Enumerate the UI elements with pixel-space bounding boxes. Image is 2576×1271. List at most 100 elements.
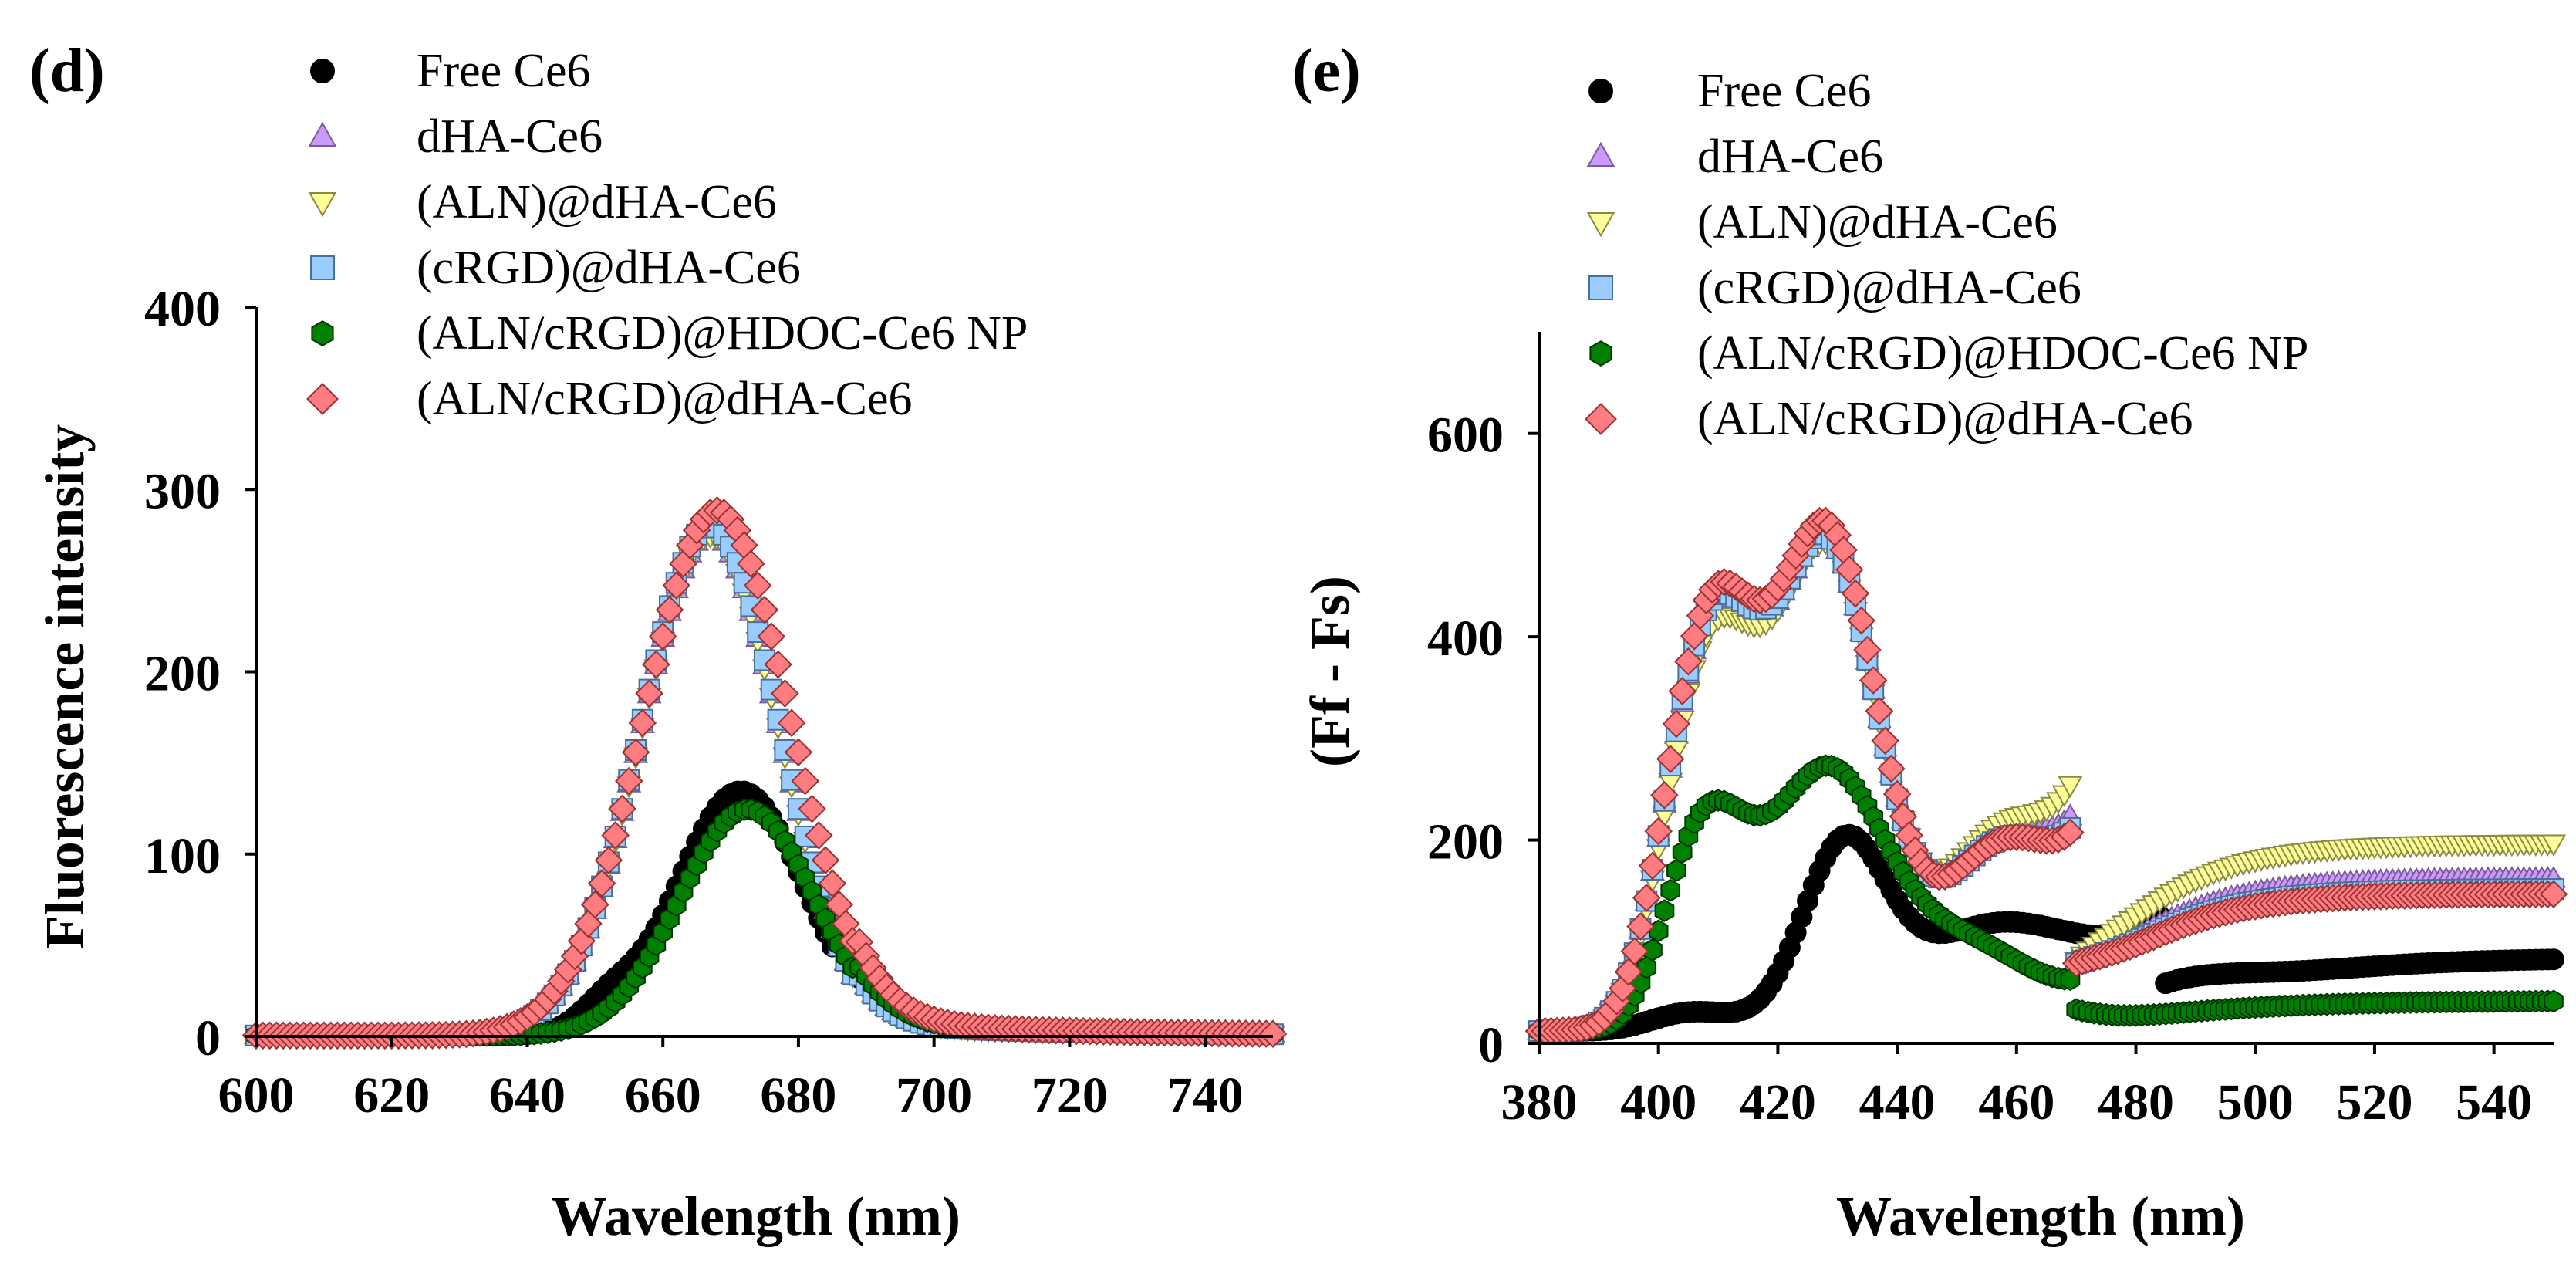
data-point [655,595,684,624]
data-point [818,869,847,898]
data-point [1859,666,1888,695]
ticks: 380 400 420 440 460 480 500 520 540 0 200 400 600 [1427,407,2532,1131]
data-point [1841,579,1870,608]
x-tick-label: 400 [1620,1074,1697,1131]
data-point [1648,919,1669,943]
data-point [662,571,691,600]
data-point [2544,989,2564,1013]
data-point [2543,948,2564,971]
legend-marker [311,320,334,346]
x-tick-label: 660 [625,1067,701,1124]
chart-panel-d: (d) 600 620 640 660 680 700 720 740 0 100 200 300 40… [29,37,1288,1247]
y-tick-label: 400 [1427,610,1504,667]
x-tick-label: 740 [1167,1067,1244,1124]
data-point [642,650,670,679]
data-point [1668,677,1697,705]
legend: Free Ce6 dHA-Ce6 (ALN)@dHA-Ce6 (cRGD)@dHA-C… [306,45,1028,425]
data-point [1638,851,1667,881]
x-tick-label: 620 [353,1067,430,1124]
data-point [594,846,623,875]
data-point [567,926,596,955]
data-point [580,890,609,919]
data-point [1835,555,1864,584]
data-point [1642,938,1663,962]
legend-marker [310,59,335,83]
data-point [1680,622,1709,651]
y-tick-label: 0 [1478,1017,1504,1073]
y-tick-label: 400 [144,281,221,337]
data-point [1882,779,1912,809]
data-point [1847,606,1876,635]
data-point [2058,776,2083,799]
legend-label: (ALN/cRGD)@dHA-Ce6 [417,373,913,425]
legend-marker [306,383,339,415]
x-tick-label: 460 [1978,1074,2054,1131]
y-tick-label: 200 [144,646,221,702]
legend-label: dHA-Ce6 [417,110,603,163]
data-point [1656,745,1685,773]
data-point [737,549,765,578]
data-point [757,622,786,651]
data-point [1626,912,1655,941]
chart-panel-e: (e) 380 400 420 440 460 480 500 520 540 0 200 400 60… [1292,37,2568,1247]
panel-label: (d) [29,37,105,105]
data-point [784,738,813,767]
legend-label: (cRGD)@dHA-Ce6 [1697,262,2081,314]
legend-marker [310,255,335,280]
data-point [771,679,799,708]
y-axis-title: (Ff - Fs) [1299,576,1361,767]
data-point [621,738,650,767]
data-point [1650,781,1679,810]
x-tick-label: 720 [1031,1067,1108,1124]
series-5 [241,496,1288,1050]
x-tick-label: 600 [218,1067,295,1124]
data-point [635,679,663,708]
data-point [1608,974,1637,1003]
y-tick-label: 200 [1427,814,1504,870]
legend-marker [1588,79,1613,103]
data-point [1660,878,1680,902]
series-4 [246,798,1283,1047]
data-point [743,571,772,600]
data-point [1865,697,1894,725]
legend-marker [1588,275,1613,300]
x-tick-label: 520 [2336,1074,2412,1131]
data-point [2541,834,2567,857]
data-point [1877,754,1906,783]
data-point [648,622,677,651]
data-point [2539,880,2568,909]
data-point [1644,816,1673,846]
data-point [1666,859,1686,882]
data-point [614,766,643,796]
data-point [628,708,657,738]
series-0 [1528,823,2564,1043]
data-point [1614,958,1643,986]
data-point [1620,937,1649,966]
x-tick-label: 700 [896,1067,972,1124]
series-3 [245,514,1284,1046]
x-tick-label: 540 [2456,1074,2532,1131]
x-tick-label: 480 [2098,1074,2174,1131]
x-axis-title: Wavelength (nm) [1836,1185,2245,1247]
legend: Free Ce6 dHA-Ce6 (ALN)@dHA-Ce6 (cRGD)@dHA-C… [1585,65,2308,445]
data-point [791,766,820,796]
legend-label: Free Ce6 [1697,65,1872,117]
x-tick-label: 680 [760,1067,836,1124]
legend-marker [1585,403,1617,435]
legend-label: (ALN/cRGD)@HDOC-Ce6 NP [417,307,1028,360]
legend-marker [308,192,337,218]
y-axis-title: Fluorescence intensity [34,424,96,950]
data-point [1871,726,1899,756]
data-point [2056,818,2085,847]
legend-marker [1586,141,1615,167]
legend-label: (ALN/cRGD)@HDOC-Ce6 NP [1697,327,2308,380]
data-point [811,846,840,875]
data-point [1632,884,1661,912]
data-point [1258,1019,1288,1049]
legend-marker [308,121,337,147]
x-tick-label: 420 [1740,1074,1816,1131]
y-tick-label: 300 [144,463,221,519]
data-point [608,794,636,823]
y-tick-label: 600 [1427,407,1504,464]
